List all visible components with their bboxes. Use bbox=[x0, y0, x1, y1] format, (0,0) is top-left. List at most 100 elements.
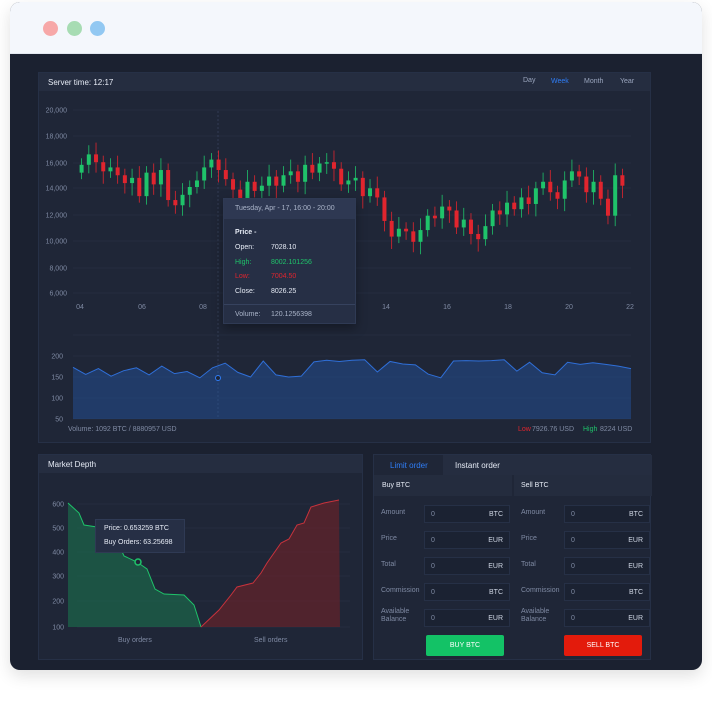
buy-form-title: Buy BTC bbox=[382, 482, 411, 489]
candle-body bbox=[548, 181, 553, 193]
app-window: Server time: 12:17 Day Week Month Year 2… bbox=[10, 2, 702, 670]
candle-body bbox=[613, 175, 618, 216]
candle-body bbox=[541, 181, 546, 189]
sell-orders-label: Sell orders bbox=[254, 637, 288, 644]
candle-body bbox=[274, 176, 279, 186]
candle-body bbox=[375, 188, 380, 198]
sell-depth-line bbox=[200, 499, 340, 628]
candle-body bbox=[339, 168, 344, 185]
sell-available-balance-label: Available Balance bbox=[521, 608, 550, 623]
candle-body bbox=[584, 176, 589, 193]
candle-body bbox=[259, 185, 264, 191]
price-x-tick: 20 bbox=[565, 304, 573, 311]
instant-order-tab[interactable]: Instant order bbox=[455, 461, 500, 470]
buy-commission-input[interactable]: 0 BTC bbox=[424, 583, 510, 601]
tooltip-high-label: High: bbox=[235, 259, 252, 266]
buy-price-input[interactable]: 0 EUR bbox=[424, 531, 510, 549]
candle-body bbox=[267, 176, 272, 186]
sell-btc-button[interactable]: SELL BTC bbox=[564, 635, 642, 656]
candle-body bbox=[620, 175, 625, 186]
candle-body bbox=[303, 164, 308, 182]
candle-body bbox=[331, 162, 336, 169]
depth-marker bbox=[134, 558, 142, 566]
buy-available-balance-input[interactable]: 0 EUR bbox=[424, 609, 510, 627]
tooltip-heading: Price - bbox=[235, 229, 257, 236]
volume-line bbox=[72, 359, 632, 379]
candle-body bbox=[476, 233, 481, 240]
candle-body bbox=[555, 192, 560, 199]
tooltip-low-value: 7004.50 bbox=[271, 273, 297, 280]
input-value: 0 bbox=[571, 589, 575, 596]
candle-body bbox=[194, 180, 199, 187]
candle-body bbox=[216, 159, 221, 171]
sell-available-balance-input[interactable]: 0 EUR bbox=[564, 609, 650, 627]
candle-body bbox=[310, 164, 315, 173]
sell-total-input[interactable]: 0 EUR bbox=[564, 557, 650, 575]
buy-btc-button[interactable]: BUY BTC bbox=[426, 635, 504, 656]
candle-body bbox=[447, 206, 452, 211]
input-unit: BTC bbox=[489, 589, 503, 596]
price-x-tick: 08 bbox=[199, 304, 207, 311]
candle-body bbox=[158, 170, 163, 185]
limit-order-tab[interactable]: Limit order bbox=[374, 455, 443, 475]
candle-tooltip: Tuesday, Apr - 17, 16:00 - 20:00 Price -… bbox=[223, 198, 356, 324]
range-week-tab[interactable]: Week bbox=[551, 78, 569, 85]
market-depth-chart: 600 500 400 300 200 100 bbox=[52, 499, 350, 632]
depth-tooltip: Price: 0.653259 BTC Buy Orders: 63.25698 bbox=[95, 519, 185, 553]
minimize-window-dot[interactable] bbox=[67, 21, 82, 36]
maximize-window-dot[interactable] bbox=[90, 21, 105, 36]
candle-body bbox=[223, 170, 228, 180]
candle-body bbox=[368, 188, 373, 197]
buy-amount-label: Amount bbox=[381, 509, 406, 516]
buy-commission-label: Commission bbox=[381, 587, 420, 594]
candle-body bbox=[94, 154, 99, 163]
candle-body bbox=[173, 200, 178, 206]
volume-summary: Volume: 1092 BTC / 8880957 USD bbox=[68, 426, 177, 433]
market-depth-title: Market Depth bbox=[48, 460, 97, 469]
close-window-dot[interactable] bbox=[43, 21, 58, 36]
candle-body bbox=[454, 210, 459, 228]
candle-body bbox=[101, 162, 106, 172]
range-day-tab[interactable]: Day bbox=[523, 77, 536, 84]
candle-body bbox=[122, 175, 127, 184]
buy-total-input[interactable]: 0 EUR bbox=[424, 557, 510, 575]
candle-body bbox=[432, 215, 437, 219]
candle-body bbox=[144, 172, 149, 197]
sell-price-input[interactable]: 0 EUR bbox=[564, 531, 650, 549]
input-value: 0 bbox=[431, 511, 435, 518]
candle-body bbox=[411, 231, 416, 242]
limit-order-label: Limit order bbox=[390, 461, 428, 470]
candle-body bbox=[562, 180, 567, 199]
sell-amount-input[interactable]: 0 BTC bbox=[564, 505, 650, 523]
price-y-tick: 18,000 bbox=[46, 134, 68, 141]
buy-available-balance-label: Available Balance bbox=[381, 608, 410, 623]
range-month-tab[interactable]: Month bbox=[584, 78, 604, 85]
low-value: 7926.76 USD bbox=[532, 426, 575, 433]
candle-body bbox=[86, 154, 91, 165]
buy-form-header bbox=[374, 475, 512, 496]
candle-body bbox=[418, 230, 423, 242]
buy-amount-input[interactable]: 0 BTC bbox=[424, 505, 510, 523]
candle-body bbox=[461, 219, 466, 228]
candle-body bbox=[425, 215, 430, 231]
candle-body bbox=[468, 219, 473, 234]
sell-form-header bbox=[514, 475, 652, 496]
tooltip-close-label: Close: bbox=[235, 288, 255, 295]
price-y-tick: 10,000 bbox=[46, 239, 68, 246]
tooltip-close-value: 8026.25 bbox=[271, 288, 297, 295]
candle-body bbox=[79, 164, 84, 173]
input-unit: EUR bbox=[628, 537, 643, 544]
tooltip-open-label: Open: bbox=[235, 244, 255, 251]
candle-body bbox=[505, 202, 510, 215]
input-unit: EUR bbox=[628, 615, 643, 622]
tooltip-volume-label: Volume: bbox=[235, 311, 261, 318]
sell-price-label: Price bbox=[521, 535, 537, 542]
input-unit: EUR bbox=[488, 615, 503, 622]
input-unit: EUR bbox=[488, 537, 503, 544]
buy-price-label: Price bbox=[381, 535, 397, 542]
range-year-tab[interactable]: Year bbox=[620, 78, 635, 85]
price-y-tick: 8,000 bbox=[49, 266, 67, 273]
candle-body bbox=[346, 180, 351, 185]
candle-body bbox=[389, 220, 394, 237]
sell-commission-input[interactable]: 0 BTC bbox=[564, 583, 650, 601]
